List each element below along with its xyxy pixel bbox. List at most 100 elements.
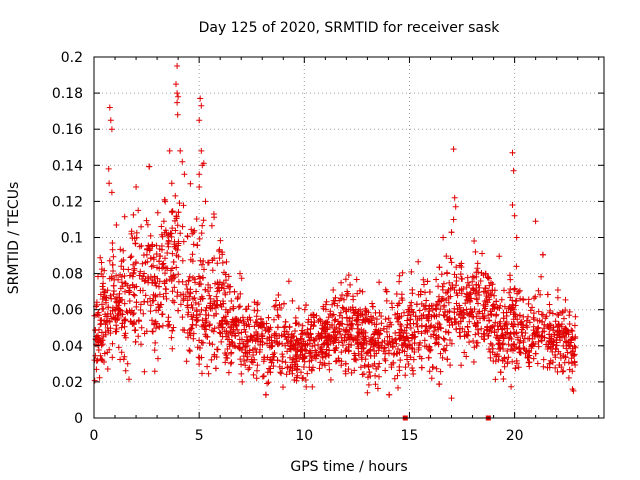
data-point: [369, 303, 376, 310]
data-point: [410, 309, 417, 315]
data-point: [303, 302, 309, 309]
data-point: [106, 346, 113, 353]
data-point: [418, 355, 425, 362]
data-point: [375, 339, 382, 346]
data-point: [126, 272, 133, 279]
data-point: [109, 340, 116, 347]
data-point: [186, 293, 193, 300]
data-point: [254, 362, 261, 369]
data-point: [564, 349, 571, 356]
data-point: [429, 364, 436, 370]
data-point: [152, 292, 159, 299]
data-point: [300, 364, 307, 370]
data-point: [145, 275, 152, 282]
data-point: [331, 347, 338, 354]
data-point: [212, 280, 218, 287]
data-point: [274, 324, 281, 331]
data-point: [386, 338, 393, 344]
data-point: [292, 352, 299, 358]
data-point: [309, 383, 316, 390]
data-point: [517, 337, 524, 344]
data-point: [127, 254, 134, 261]
data-point: [99, 283, 106, 290]
data-point: [463, 306, 470, 313]
data-point: [154, 209, 161, 216]
data-point: [201, 266, 207, 273]
data-point: [284, 340, 291, 346]
data-point: [363, 340, 370, 347]
data-point: [348, 320, 355, 327]
data-point: [509, 297, 516, 304]
data-point: [437, 324, 444, 331]
data-point: [469, 313, 476, 320]
data-point: [396, 272, 403, 279]
data-point: [382, 316, 389, 323]
y-tick-label: 0.1: [61, 231, 83, 247]
data-point-outlier: [510, 167, 517, 174]
data-point: [568, 336, 575, 343]
data-point: [211, 298, 217, 305]
data-point: [517, 295, 524, 302]
data-point: [534, 360, 541, 367]
data-point: [360, 316, 367, 323]
data-point: [259, 373, 266, 380]
data-point: [115, 315, 122, 321]
data-point: [484, 326, 491, 333]
data-point: [436, 264, 443, 271]
data-point: [228, 359, 235, 366]
data-point: [448, 340, 455, 347]
data-point: [326, 347, 333, 354]
data-point: [386, 391, 393, 398]
data-point: [546, 364, 553, 371]
data-point: [443, 253, 450, 260]
data-point: [524, 354, 531, 361]
data-point: [466, 291, 473, 298]
data-point: [351, 356, 358, 363]
data-point: [187, 256, 194, 263]
data-point: [265, 379, 272, 386]
data-point: [567, 342, 574, 349]
data-point: [296, 354, 303, 361]
data-point-outlier: [168, 180, 175, 187]
data-point: [116, 306, 123, 313]
data-point: [330, 329, 337, 336]
data-point: [206, 292, 213, 299]
data-point: [224, 283, 231, 290]
data-point: [428, 375, 435, 382]
data-point: [171, 243, 178, 250]
data-point: [342, 308, 349, 315]
data-point: [141, 368, 148, 375]
data-point: [530, 355, 537, 362]
data-point: [204, 333, 211, 340]
data-point: [271, 350, 278, 356]
data-point: [327, 308, 334, 315]
data-point: [509, 304, 516, 311]
data-point: [189, 230, 196, 237]
data-point: [520, 339, 527, 346]
data-point: [231, 288, 238, 295]
data-point: [421, 281, 427, 288]
data-point: [501, 322, 508, 329]
data-point: [208, 356, 215, 363]
data-point: [497, 369, 504, 376]
data-point: [308, 357, 315, 364]
data-point: [529, 332, 536, 339]
data-point: [562, 296, 569, 303]
data-point: [355, 322, 362, 328]
data-point: [354, 341, 361, 348]
data-point: [378, 313, 385, 320]
data-point: [241, 358, 247, 364]
data-point: [159, 311, 165, 318]
data-point: [432, 305, 439, 312]
data-point: [453, 282, 459, 289]
data-point: [359, 371, 366, 378]
data-point: [253, 349, 260, 356]
data-point: [138, 341, 144, 348]
data-point: [118, 279, 125, 286]
data-point: [272, 302, 279, 309]
data-point: [367, 352, 374, 359]
data-point: [309, 343, 316, 350]
data-point: [337, 309, 344, 316]
data-point: [260, 373, 267, 380]
data-point: [301, 306, 308, 313]
